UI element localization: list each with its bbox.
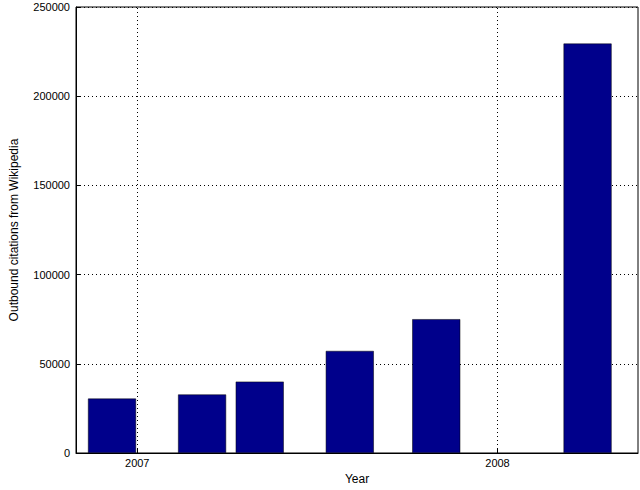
svg-text:200000: 200000 [33,90,70,102]
svg-text:2007: 2007 [125,457,149,469]
svg-text:2008: 2008 [485,457,509,469]
svg-text:250000: 250000 [33,1,70,13]
svg-text:Year: Year [345,472,369,486]
svg-text:Outbound citations from Wikipe: Outbound citations from Wikipedia [7,138,21,321]
svg-text:0: 0 [64,447,70,459]
svg-text:100000: 100000 [33,269,70,281]
svg-text:50000: 50000 [39,358,70,370]
svg-text:150000: 150000 [33,179,70,191]
